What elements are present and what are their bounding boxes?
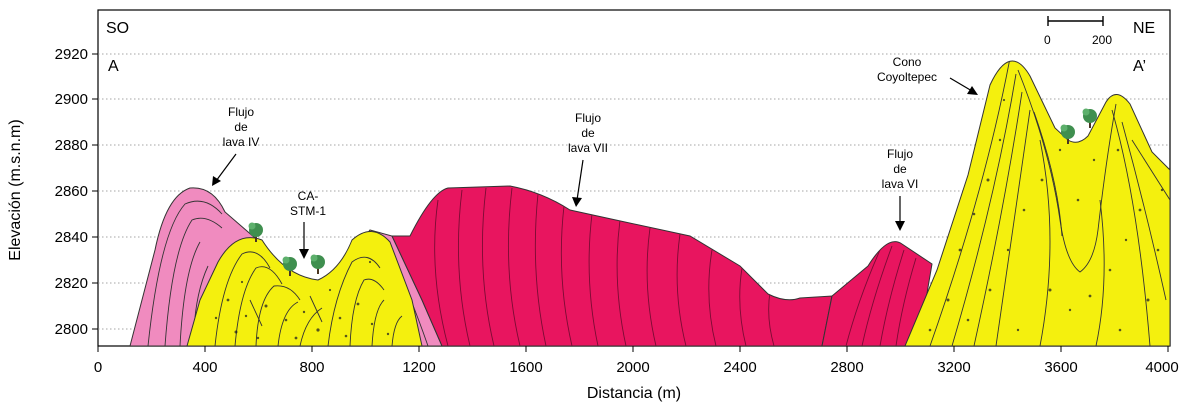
- annotation-lava-iv: Flujo de lava IV: [212, 105, 259, 186]
- annotation-lava-vi: Flujo de lava VI: [882, 147, 919, 231]
- lava-flow-vi-unit: [821, 241, 933, 346]
- x-tick-label: 2400: [723, 359, 756, 376]
- x-tick-label: 2800: [830, 359, 863, 376]
- tree-icon: [248, 222, 263, 242]
- y-axis-title: Elevación (m.s.n.m): [7, 119, 24, 260]
- x-tick-label: 800: [299, 359, 324, 376]
- scale-bar: 0 200: [1044, 16, 1112, 47]
- annotation-line: Flujo: [887, 147, 913, 161]
- scale-bar-end-label: 200: [1092, 33, 1112, 47]
- x-tick-labels: 0 400 800 1200 1600 2000 2400 2800 3200 …: [94, 359, 1179, 376]
- tree-icon: [1060, 124, 1075, 144]
- tree-icon: [310, 254, 325, 274]
- x-tick-label: 3600: [1044, 359, 1077, 376]
- annotation-line: CA-: [298, 189, 319, 203]
- annotation-line: STM-1: [290, 204, 326, 218]
- x-tick-label: 400: [192, 359, 217, 376]
- x-tick-label: 4000: [1145, 359, 1178, 376]
- annotation-cono-coyoltepec: Cono Coyoltepec: [877, 55, 978, 95]
- direction-label-so: SO: [106, 20, 129, 37]
- y-tick-label: 2920: [55, 46, 88, 63]
- section-end-label-a: A: [108, 58, 119, 75]
- y-axis-ticks: [92, 53, 98, 330]
- annotation-line: lava VI: [882, 177, 919, 191]
- x-tick-label: 1200: [402, 359, 435, 376]
- annotation-line: de: [893, 162, 907, 176]
- y-tick-label: 2860: [55, 183, 88, 200]
- y-tick-label: 2900: [55, 91, 88, 108]
- annotation-line: Flujo: [575, 111, 601, 125]
- annotation-line: Cono: [893, 55, 922, 69]
- annotation-line: Flujo: [228, 105, 254, 119]
- annotation-line: de: [234, 120, 248, 134]
- direction-label-ne: NE: [1133, 20, 1155, 37]
- annotation-ca-stm-1: CA- STM-1: [290, 189, 326, 259]
- annotation-line: de: [581, 126, 595, 140]
- x-tick-label: 2000: [616, 359, 649, 376]
- tree-icon: [1082, 108, 1097, 128]
- x-axis-ticks: [97, 346, 1169, 352]
- annotation-line: lava IV: [223, 135, 260, 149]
- y-tick-label: 2840: [55, 229, 88, 246]
- y-tick-label: 2800: [55, 321, 88, 338]
- lava-flow-vii-unit: [391, 185, 833, 346]
- y-tick-labels: 2920 2900 2880 2860 2840 2820 2800: [55, 46, 88, 338]
- tree-icon: [282, 256, 297, 276]
- x-axis-title: Distancia (m): [587, 385, 681, 402]
- x-tick-label: 0: [94, 359, 102, 376]
- pyroclastic-left-unit: [186, 231, 423, 346]
- section-end-label-a-prime: A’: [1133, 58, 1146, 75]
- x-tick-label: 3200: [937, 359, 970, 376]
- y-tick-label: 2880: [55, 137, 88, 154]
- annotation-line: Coyoltepec: [877, 70, 937, 84]
- x-tick-label: 1600: [509, 359, 542, 376]
- lava-flow-iv-unit: [129, 187, 263, 346]
- scale-bar-start-label: 0: [1044, 33, 1051, 47]
- y-tick-label: 2820: [55, 275, 88, 292]
- annotation-lava-vii: Flujo de lava VII: [568, 111, 608, 207]
- annotation-line: lava VII: [568, 141, 608, 155]
